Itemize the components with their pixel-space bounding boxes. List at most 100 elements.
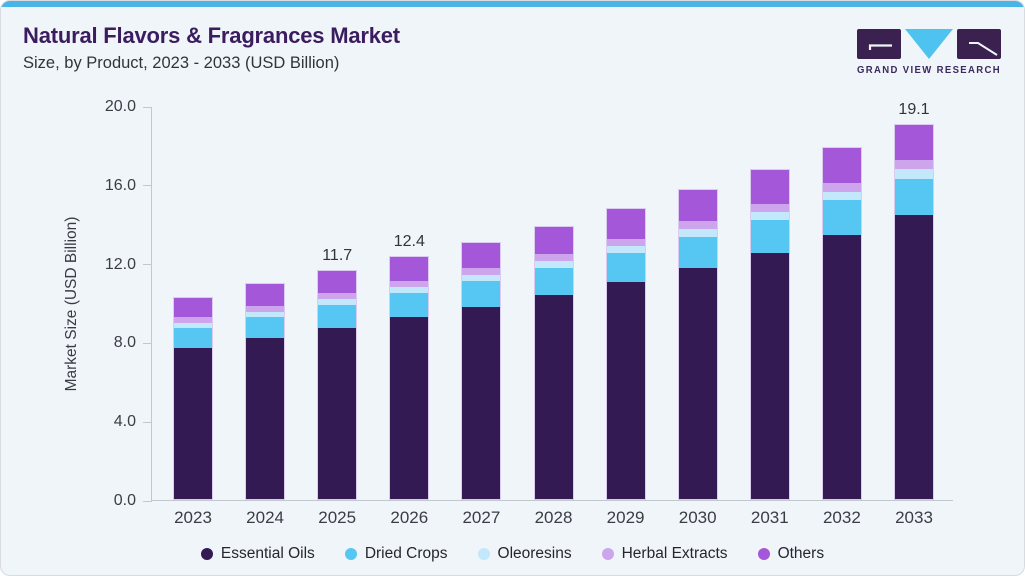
- bar-segment: [678, 221, 717, 230]
- logo-g-block: [857, 29, 901, 59]
- legend-dot: [757, 548, 770, 560]
- x-tick-label: 2024: [246, 508, 284, 527]
- legend-dot: [477, 548, 490, 560]
- stacked-bar-2027: [461, 242, 502, 500]
- x-tick-label: 2033: [895, 508, 933, 527]
- bar-segment: [895, 160, 933, 170]
- legend-item: Oleoresins: [477, 545, 572, 563]
- x-tick-label: 2023: [174, 508, 212, 527]
- legend-item: Essential Oils: [200, 545, 315, 563]
- chart-title: Natural Flavors & Fragrances Market: [23, 23, 400, 48]
- bar-segment: [174, 327, 212, 349]
- chart-subtitle: Size, by Product, 2023 - 2033 (USD Billi…: [23, 54, 340, 72]
- bar-segment: [534, 254, 573, 262]
- y-tick-mark: [143, 342, 152, 344]
- plot-area: Market Size (USD Billion) 0.0 4.0 8.0 12.0 1…: [63, 98, 953, 527]
- bar-segment: [534, 267, 573, 296]
- bar-segment: [678, 229, 717, 237]
- bar-segment: [534, 227, 573, 255]
- bar-value-label: 19.1: [898, 101, 930, 118]
- stacked-bar-2029: [605, 208, 646, 500]
- y-tick-label: 16.0: [104, 176, 136, 194]
- y-tick-label: 4.0: [113, 413, 136, 431]
- stacked-bar-2023: [173, 297, 213, 500]
- bar-segment: [462, 243, 501, 269]
- bar-segment: [174, 316, 212, 323]
- legend-dot: [601, 548, 614, 560]
- bar-segment: [462, 281, 501, 307]
- x-tick-label: 2030: [678, 508, 717, 527]
- chart-header: Natural Flavors & Fragrances Market Size…: [23, 23, 400, 73]
- bar-segment: [606, 246, 645, 254]
- bar-segment: [174, 298, 212, 317]
- bar-segment: [318, 292, 357, 300]
- bar-segment: [750, 170, 789, 204]
- legend-label: Dried Crops: [364, 545, 448, 562]
- y-axis-title: Market Size (USD Billion): [63, 216, 80, 391]
- bar-segment: [246, 316, 285, 339]
- bar-segment: [318, 299, 357, 305]
- bar-segment: [822, 148, 861, 184]
- x-tick-label: 2031: [750, 508, 789, 527]
- bar-segment: [822, 235, 861, 499]
- bar-segment: [390, 317, 429, 499]
- y-tick-label: 8.0: [113, 334, 136, 352]
- stacked-bar-2030: [677, 189, 718, 500]
- y-tick-mark: [143, 106, 152, 108]
- bar-segment: [390, 293, 429, 318]
- legend-dot: [344, 548, 357, 560]
- stacked-bar-2028: [533, 226, 574, 500]
- bar-segment: [390, 280, 429, 288]
- legend-dot: [200, 548, 213, 560]
- y-tick-label: 0.0: [113, 492, 136, 509]
- bar-value-label: 11.7: [322, 247, 353, 264]
- bar-segment: [822, 183, 861, 192]
- y-tick-mark: [143, 185, 152, 187]
- logo-r-glyph: [969, 42, 998, 56]
- y-tick-label: 12.0: [104, 255, 136, 273]
- legend-label: Herbal Extracts: [621, 545, 728, 562]
- legend-item: Dried Crops: [344, 545, 448, 563]
- legend-item: Herbal Extracts: [601, 545, 728, 563]
- y-tick-label: 20.0: [104, 98, 136, 115]
- bar-segment: [534, 295, 573, 499]
- bar-segment: [750, 212, 789, 221]
- bar-segment: [606, 282, 645, 499]
- bar-segment: [678, 267, 717, 499]
- legend-label: Others: [777, 545, 825, 562]
- bar-segment: [174, 348, 212, 499]
- bar-segment: [390, 287, 429, 294]
- legend-label: Oleoresins: [497, 545, 572, 562]
- bar-segment: [246, 338, 285, 499]
- bar-segment: [462, 275, 501, 282]
- brand-logo-graphic: GRAND VIEW RESEARCH: [857, 29, 1001, 76]
- bar-segment: [895, 178, 933, 216]
- bar-segment: [606, 253, 645, 283]
- bar-segment: [750, 220, 789, 253]
- x-tick-label: 2029: [606, 508, 645, 527]
- bar-segment: [895, 169, 933, 179]
- bar-segment: [246, 305, 285, 312]
- accent-stripe: [1, 1, 1024, 7]
- brand-name: GRAND VIEW RESEARCH: [857, 64, 1001, 75]
- bar-segment: [678, 190, 717, 222]
- bar-segment: [246, 311, 285, 317]
- x-tick-label: 2028: [534, 508, 573, 527]
- logo-g-glyph: [868, 44, 892, 50]
- bar-segment: [318, 271, 357, 293]
- x-tick-label: 2027: [462, 508, 501, 527]
- stacked-bar-2032: [821, 147, 862, 500]
- bar-segment: [246, 284, 285, 306]
- bar-value-label: 12.4: [393, 233, 425, 250]
- bar-segment: [678, 236, 717, 268]
- legend-item: Others: [757, 545, 825, 563]
- bar-segment: [822, 200, 861, 236]
- bar-segment: [895, 215, 933, 499]
- bar-segment: [822, 191, 861, 201]
- bar-segment: [606, 209, 645, 239]
- logo-v-triangle: [905, 29, 953, 59]
- x-tick-label: 2032: [822, 508, 861, 527]
- y-tick-mark: [143, 264, 152, 266]
- bar-segment: [390, 257, 429, 281]
- stacked-bar-2024: [245, 283, 286, 500]
